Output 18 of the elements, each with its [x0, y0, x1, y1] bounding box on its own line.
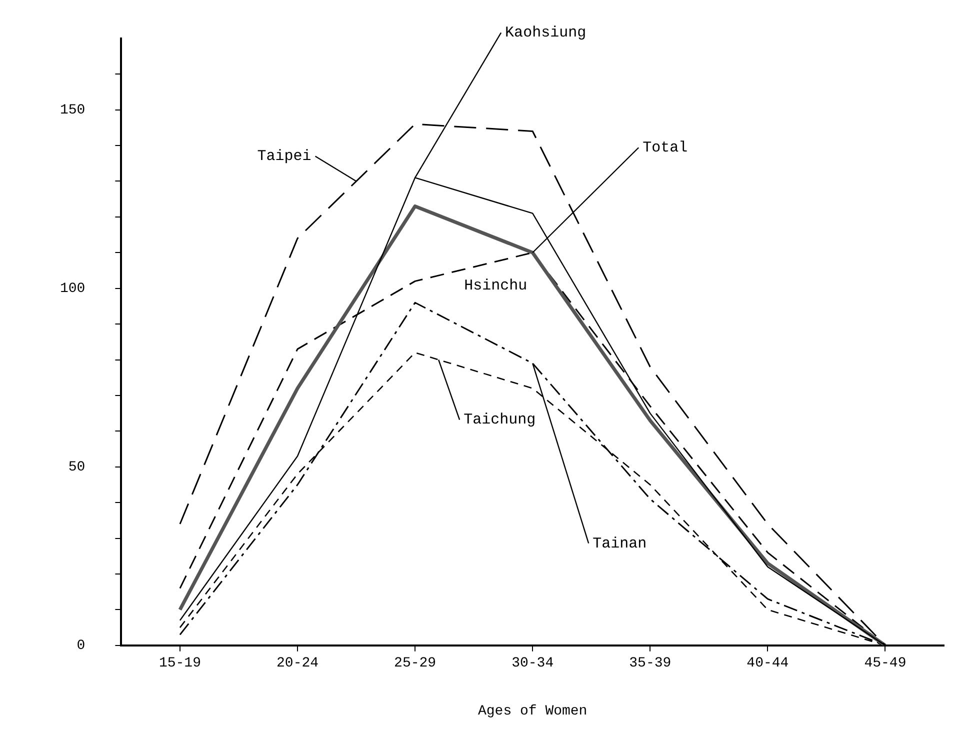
y-tick-label: 100 [60, 281, 86, 298]
x-tick-label: 25-29 [394, 656, 436, 672]
y-tick-label: 150 [60, 102, 86, 119]
y-tick-label: 0 [76, 638, 86, 654]
x-axis-title: Ages of Women [478, 703, 588, 720]
x-tick-label: 45-49 [864, 656, 906, 672]
y-tick-label: 50 [68, 460, 86, 476]
series-label: Hsinchu [464, 278, 528, 295]
x-tick-label: 35-39 [629, 656, 672, 672]
text: Total [642, 140, 688, 157]
x-tick-label: 20-24 [276, 656, 319, 672]
text: Kaohsiung [505, 24, 586, 42]
x-tick-label: 15-19 [158, 656, 201, 672]
series-label: Tainan [592, 535, 647, 552]
series-label: Taichung [464, 412, 536, 429]
x-tick-label: 40-44 [746, 656, 789, 672]
x-tick-label: 30-34 [512, 656, 554, 672]
text: Taipei [257, 148, 312, 166]
